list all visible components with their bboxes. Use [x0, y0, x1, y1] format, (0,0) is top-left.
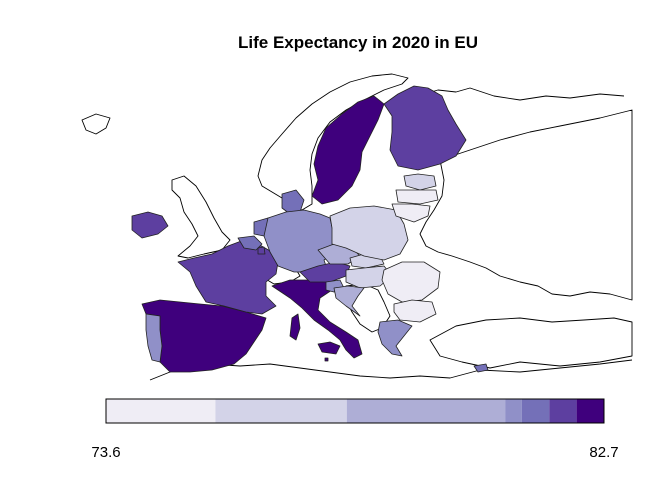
country-germany[interactable] [263, 209, 339, 273]
turkey-outline [429, 317, 633, 369]
legend-bin-1 [215, 399, 347, 423]
legend-frame [105, 398, 605, 424]
eu-countries [131, 85, 489, 373]
country-poland[interactable] [329, 205, 409, 261]
country-romania[interactable] [381, 261, 441, 303]
color-legend: 73.6 82.7 [91, 398, 619, 461]
country-france[interactable] [177, 239, 279, 315]
russia-belarus-ukraine-outline [419, 109, 633, 301]
uk-outline [171, 175, 231, 259]
country-ireland[interactable] [131, 211, 169, 239]
country-luxembourg[interactable] [257, 246, 266, 255]
country-estonia[interactable] [403, 173, 437, 191]
europe-map [81, 73, 633, 381]
country-sicily[interactable] [317, 341, 341, 355]
legend-color-bins [106, 399, 604, 423]
legend-bin-6 [576, 399, 604, 423]
country-greece[interactable] [377, 319, 413, 357]
country-sweden[interactable] [311, 95, 385, 205]
country-sardinia[interactable] [289, 313, 301, 341]
arctic-coast-outline [417, 87, 625, 101]
country-latvia[interactable] [395, 189, 439, 205]
legend-bin-3 [505, 399, 522, 423]
legend-max-label: 82.7 [589, 444, 618, 461]
legend-bin-4 [521, 399, 550, 423]
legend-bin-0 [106, 399, 216, 423]
country-croatia[interactable] [333, 285, 365, 317]
country-portugal[interactable] [145, 313, 163, 363]
map-title: Life Expectancy in 2020 in EU [238, 33, 478, 52]
legend-min-label: 73.6 [91, 444, 120, 461]
country-belgium[interactable] [237, 235, 263, 251]
country-lithuania[interactable] [391, 203, 431, 223]
country-cyprus[interactable] [473, 363, 489, 373]
country-finland[interactable] [383, 85, 467, 171]
legend-bin-2 [346, 399, 506, 423]
iceland-outline [81, 113, 111, 135]
country-malta[interactable] [324, 357, 329, 362]
legend-bin-5 [549, 399, 577, 423]
country-bulgaria[interactable] [393, 299, 437, 323]
